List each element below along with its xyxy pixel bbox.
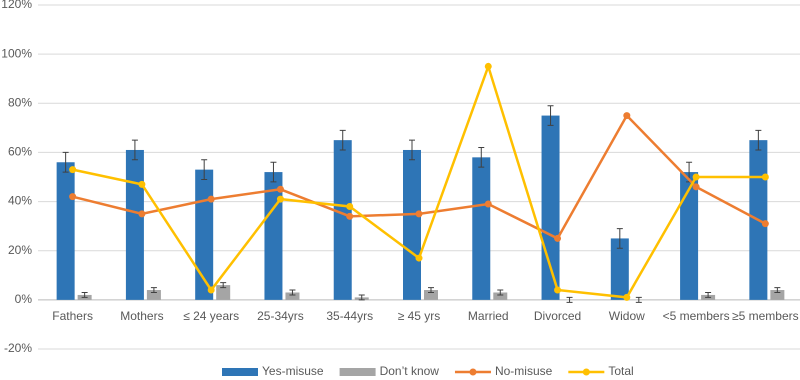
bar xyxy=(541,115,560,300)
error-bar xyxy=(289,289,296,296)
error-bar xyxy=(478,147,485,168)
bar xyxy=(770,290,785,300)
y-tick-label: 80% xyxy=(8,95,32,109)
error-bar xyxy=(358,294,365,301)
x-tick-label: 25-34yrs xyxy=(257,309,304,323)
legend-swatch xyxy=(339,368,376,376)
point xyxy=(554,286,562,294)
point xyxy=(69,166,77,174)
error-bar xyxy=(705,291,712,298)
legend-label: No-misuse xyxy=(495,364,553,378)
x-tick-label: ≤ 24 years xyxy=(183,309,239,323)
x-tick-label: <5 members xyxy=(663,309,730,323)
bar xyxy=(216,285,231,300)
bar xyxy=(680,172,699,300)
y-tick-label: 120% xyxy=(1,0,32,11)
point xyxy=(415,210,423,218)
error-bar xyxy=(220,282,227,289)
x-tick-label: Mothers xyxy=(120,309,163,323)
point xyxy=(623,293,631,301)
y-tick-label: 40% xyxy=(8,194,32,208)
error-bar xyxy=(774,287,781,293)
point xyxy=(484,62,492,70)
point xyxy=(276,195,284,203)
error-bar xyxy=(201,159,208,180)
x-tick-label: ≥ 45 yrs xyxy=(398,309,441,323)
bar xyxy=(56,162,75,300)
legend-swatch xyxy=(582,368,590,376)
bar xyxy=(285,292,300,300)
error-bar xyxy=(339,129,346,151)
legend-swatch xyxy=(222,368,258,376)
point xyxy=(484,200,492,208)
error-bar xyxy=(150,287,157,293)
point xyxy=(138,210,146,218)
point xyxy=(761,173,769,181)
y-tick-label: 100% xyxy=(1,46,32,60)
y-tick-label: 60% xyxy=(8,145,32,159)
bar xyxy=(146,290,161,300)
x-tick-label: Divorced xyxy=(534,309,581,323)
x-tick-label: Married xyxy=(468,309,509,323)
legend-label: Don’t know xyxy=(380,364,440,378)
legend-label: Yes-misuse xyxy=(262,364,324,378)
error-bar xyxy=(755,129,762,151)
point xyxy=(69,193,77,201)
point xyxy=(346,212,354,220)
bar xyxy=(424,290,438,300)
point xyxy=(554,234,562,242)
error-bar xyxy=(616,228,623,249)
error-bar xyxy=(409,139,415,161)
bar xyxy=(125,149,144,300)
legend-swatch xyxy=(469,368,477,376)
y-tick-label: -20% xyxy=(4,341,32,355)
bar xyxy=(403,149,421,300)
error-bar xyxy=(547,105,554,126)
y-tick-label: 20% xyxy=(8,243,32,257)
point xyxy=(138,180,146,188)
x-tick-label: Widow xyxy=(609,309,645,323)
point xyxy=(346,202,354,210)
error-bar xyxy=(635,296,642,303)
point xyxy=(276,185,284,193)
error-bar xyxy=(270,161,277,183)
legend-label: Total xyxy=(608,364,633,378)
bar xyxy=(493,292,508,300)
point xyxy=(207,195,215,203)
error-bar xyxy=(81,291,88,298)
bar xyxy=(610,238,629,300)
bar xyxy=(333,140,352,300)
point xyxy=(692,173,700,181)
x-tick-label: Fathers xyxy=(52,309,93,323)
x-tick-label: ≥5 members xyxy=(732,309,799,323)
error-bar xyxy=(428,287,434,293)
x-tick-label: 35-44yrs xyxy=(326,309,373,323)
point xyxy=(692,183,700,191)
point xyxy=(623,112,631,120)
bar xyxy=(472,157,491,300)
y-tick-label: 0% xyxy=(15,292,33,306)
point xyxy=(415,254,423,262)
error-bar xyxy=(497,289,504,296)
point xyxy=(207,286,215,294)
point xyxy=(761,220,769,228)
error-bar xyxy=(131,139,138,161)
error-bar xyxy=(62,151,69,173)
error-bar xyxy=(566,296,573,303)
